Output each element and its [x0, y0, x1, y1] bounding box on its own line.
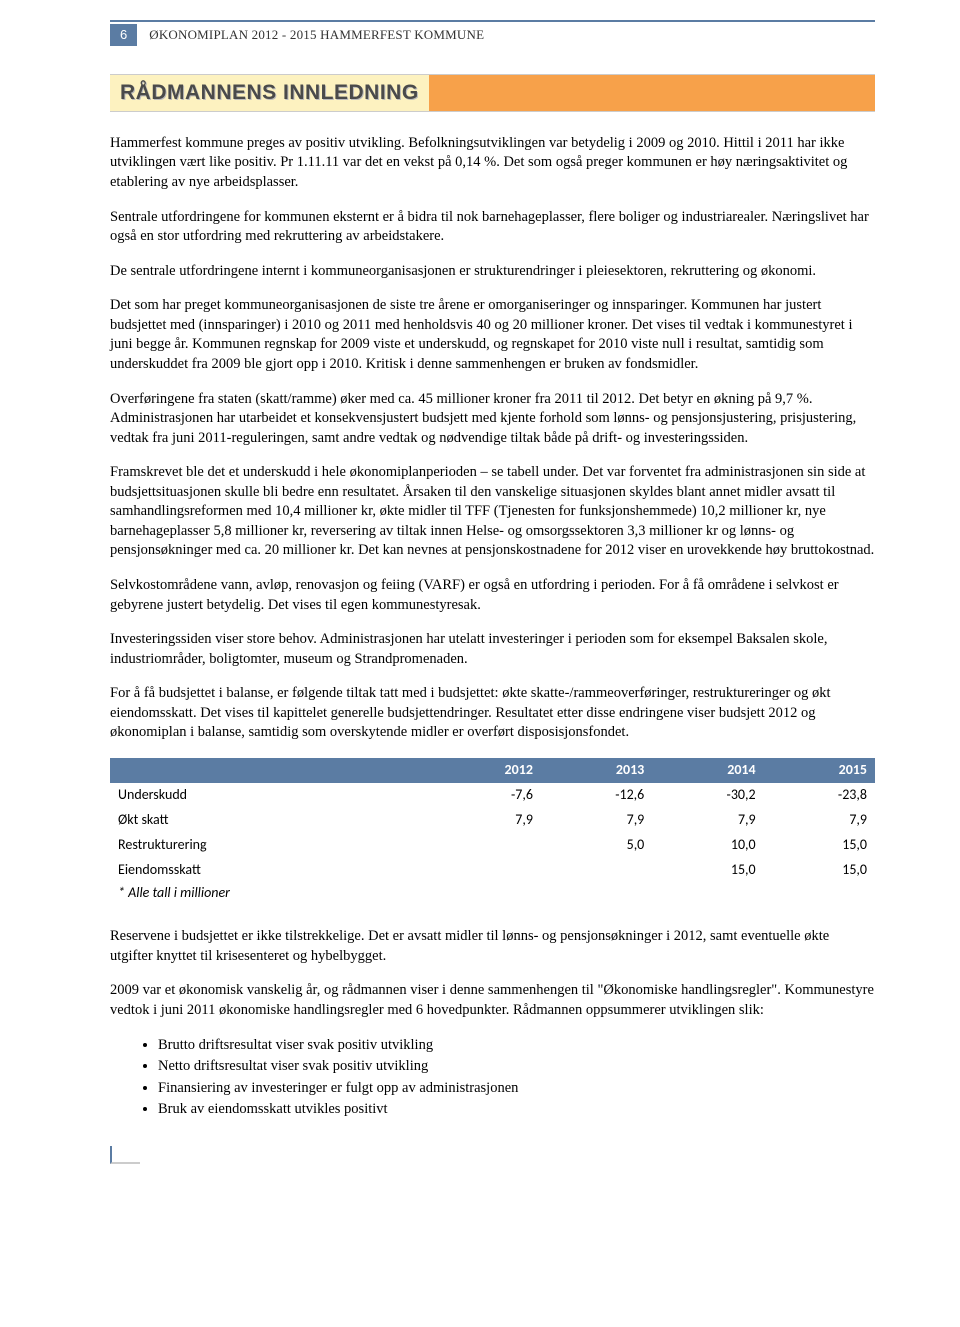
table-cell: -12,6 — [541, 783, 652, 808]
table-cell: Restrukturering — [110, 833, 431, 858]
document-title-header: ØKONOMIPLAN 2012 - 2015 HAMMERFEST KOMMU… — [149, 26, 484, 44]
table-header-row: 2012 2013 2014 2015 — [110, 758, 875, 783]
paragraph: Reservene i budsjettet er ikke tilstrekk… — [110, 927, 875, 966]
section-title: RÅDMANNENS INNLEDNING — [110, 75, 429, 111]
table-cell: Økt skatt — [110, 808, 431, 833]
table-cell: Underskudd — [110, 783, 431, 808]
table-row: Restrukturering 5,0 10,0 15,0 — [110, 833, 875, 858]
section-title-block: RÅDMANNENS INNLEDNING — [110, 74, 875, 112]
paragraph: Hammerfest kommune preges av positiv utv… — [110, 134, 875, 193]
table-row: Økt skatt 7,9 7,9 7,9 7,9 — [110, 808, 875, 833]
list-item: Netto driftsresultat viser svak positiv … — [158, 1057, 875, 1077]
paragraph: Overføringene fra staten (skatt/ramme) ø… — [110, 390, 875, 449]
table-cell: 7,9 — [431, 808, 541, 833]
table-cell: -30,2 — [652, 783, 763, 808]
table-cell: Eiendomsskatt — [110, 858, 431, 883]
table-cell: 15,0 — [652, 858, 763, 883]
table-cell — [431, 858, 541, 883]
table-cell: 7,9 — [764, 808, 875, 833]
bullet-list: Brutto driftsresultat viser svak positiv… — [158, 1036, 875, 1120]
page-header: 6 ØKONOMIPLAN 2012 - 2015 HAMMERFEST KOM… — [110, 20, 875, 46]
table-cell: 7,9 — [541, 808, 652, 833]
table-row: Underskudd -7,6 -12,6 -30,2 -23,8 — [110, 783, 875, 808]
table-cell: -7,6 — [431, 783, 541, 808]
table-cell: 15,0 — [764, 833, 875, 858]
table-header-cell: 2012 — [431, 758, 541, 783]
list-item: Brutto driftsresultat viser svak positiv… — [158, 1036, 875, 1056]
paragraph: Selvkostområdene vann, avløp, renovasjon… — [110, 576, 875, 615]
table-cell — [431, 833, 541, 858]
page-number: 6 — [110, 24, 137, 46]
table-cell: 7,9 — [652, 808, 763, 833]
list-item: Bruk av eiendomsskatt utvikles positivt — [158, 1100, 875, 1120]
paragraph: De sentrale utfordringene internt i komm… — [110, 262, 875, 282]
table-cell: 10,0 — [652, 833, 763, 858]
table-header-cell: 2015 — [764, 758, 875, 783]
paragraph: Framskrevet ble det et underskudd i hele… — [110, 463, 875, 561]
paragraph: Det som har preget kommuneorganisasjonen… — [110, 296, 875, 374]
list-item: Finansiering av investeringer er fulgt o… — [158, 1079, 875, 1099]
table-footnote: * Alle tall i millioner — [110, 882, 875, 905]
paragraph: Investeringssiden viser store behov. Adm… — [110, 630, 875, 669]
table-cell: 15,0 — [764, 858, 875, 883]
table-cell: -23,8 — [764, 783, 875, 808]
document-page: 6 ØKONOMIPLAN 2012 - 2015 HAMMERFEST KOM… — [0, 0, 960, 1172]
table-cell: 5,0 — [541, 833, 652, 858]
table-row: Eiendomsskatt 15,0 15,0 — [110, 858, 875, 883]
paragraph: Sentrale utfordringene for kommunen ekst… — [110, 208, 875, 247]
table-header-cell — [110, 758, 431, 783]
paragraph: 2009 var et økonomisk vanskelig år, og r… — [110, 981, 875, 1020]
table-cell — [541, 858, 652, 883]
table-header-cell: 2014 — [652, 758, 763, 783]
footer-decoration — [110, 1146, 140, 1164]
budget-table: 2012 2013 2014 2015 Underskudd -7,6 -12,… — [110, 758, 875, 905]
paragraph: For å få budsjettet i balanse, er følgen… — [110, 684, 875, 743]
table-header-cell: 2013 — [541, 758, 652, 783]
